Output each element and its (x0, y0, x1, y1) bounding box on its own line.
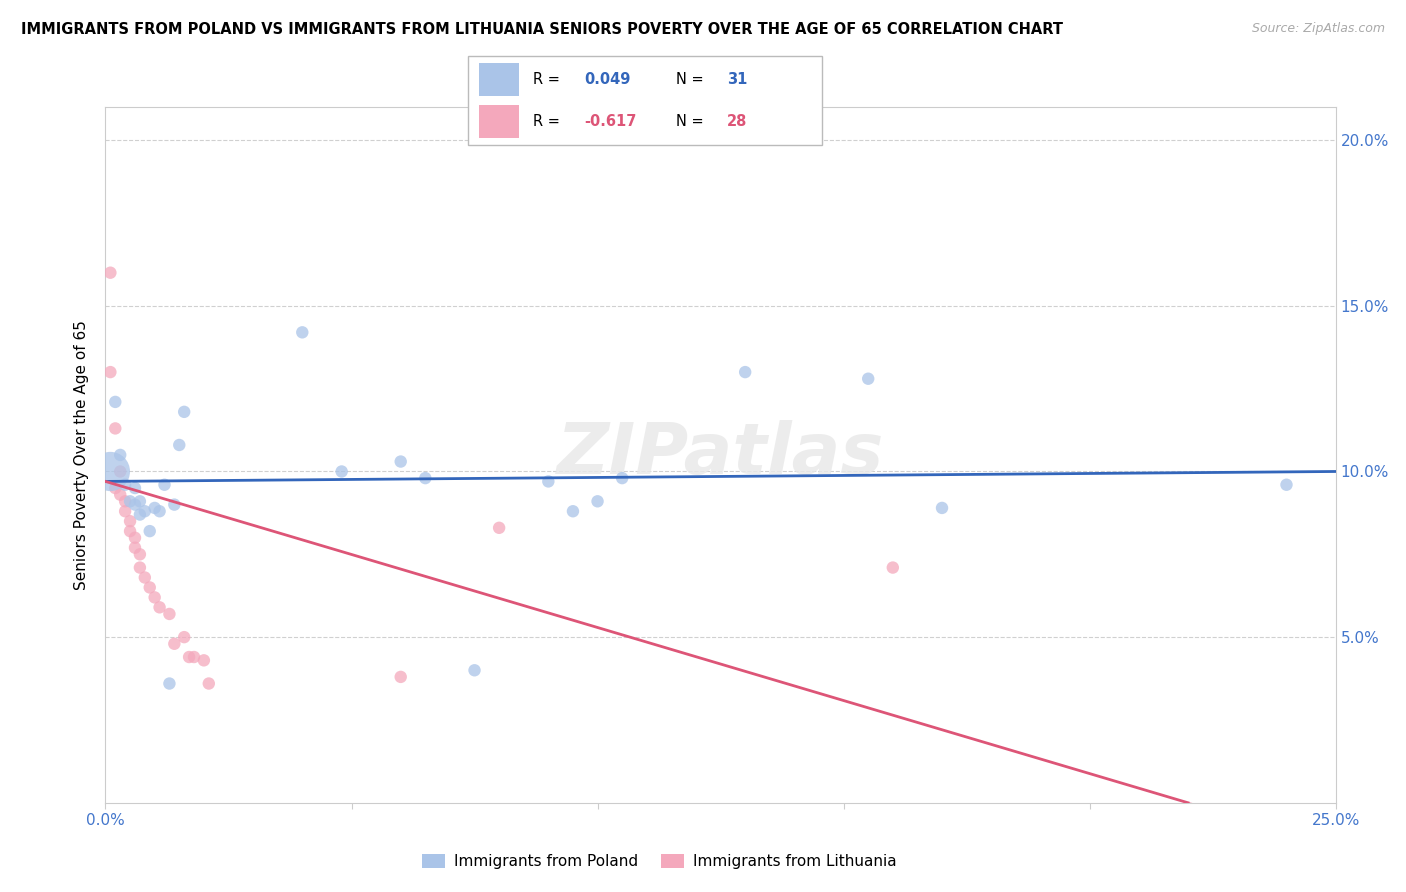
Point (104, 421, 127, 435)
Point (537, 475, 560, 489)
Text: R =: R = (533, 71, 565, 87)
Point (124, 498, 146, 512)
Point (173, 630, 195, 644)
Point (610, 471, 633, 485)
Point (488, 521, 510, 535)
Point (1275, 477, 1298, 491)
Point (134, 504, 156, 518)
Point (120, 494, 141, 508)
Point (389, 454, 412, 468)
Point (193, 653, 215, 667)
Point (179, 650, 201, 665)
Point (159, 676, 180, 690)
Point (149, 600, 172, 615)
Point (110, 488, 132, 502)
Point (120, 514, 141, 528)
Text: IMMIGRANTS FROM POLAND VS IMMIGRANTS FROM LITHUANIA SENIORS POVERTY OVER THE AGE: IMMIGRANTS FROM POLAND VS IMMIGRANTS FRO… (21, 22, 1063, 37)
Point (138, 581, 162, 595)
Point (149, 504, 172, 518)
Point (291, 326, 314, 340)
Point (330, 465, 353, 479)
Point (562, 504, 585, 518)
FancyBboxPatch shape (478, 63, 519, 95)
Point (104, 395, 127, 409)
Point (110, 448, 132, 462)
Point (114, 494, 136, 508)
Point (124, 541, 146, 555)
Point (159, 607, 180, 621)
FancyBboxPatch shape (478, 105, 519, 138)
Text: R =: R = (533, 114, 565, 129)
Point (124, 531, 146, 545)
Text: Source: ZipAtlas.com: Source: ZipAtlas.com (1251, 22, 1385, 36)
Text: -0.617: -0.617 (585, 114, 637, 129)
Point (114, 504, 136, 518)
Point (183, 650, 205, 665)
Point (98, 365, 122, 379)
Point (415, 471, 437, 485)
Point (143, 500, 166, 515)
Point (931, 500, 953, 515)
Point (110, 465, 132, 479)
Text: N =: N = (676, 71, 709, 87)
Point (129, 494, 152, 508)
Point (464, 663, 486, 677)
Text: N =: N = (676, 114, 709, 129)
Point (120, 524, 141, 538)
FancyBboxPatch shape (468, 56, 823, 145)
Point (114, 477, 136, 491)
Point (104, 481, 127, 495)
Point (124, 481, 146, 495)
Text: ZIPatlas: ZIPatlas (557, 420, 884, 490)
Point (882, 560, 904, 574)
Point (143, 591, 166, 605)
Point (163, 498, 186, 512)
Y-axis label: Seniors Poverty Over the Age of 65: Seniors Poverty Over the Age of 65 (75, 320, 90, 590)
Text: 0.049: 0.049 (585, 71, 631, 87)
Point (858, 372, 880, 386)
Point (163, 637, 186, 651)
Point (169, 438, 191, 452)
Point (389, 670, 412, 684)
Point (586, 494, 609, 508)
Text: 28: 28 (727, 114, 748, 129)
Point (129, 508, 152, 522)
Point (98, 266, 122, 280)
Point (98, 465, 122, 479)
Point (129, 547, 152, 561)
Point (734, 365, 756, 379)
Point (153, 477, 176, 491)
Point (134, 570, 156, 584)
Point (173, 405, 195, 419)
Point (138, 524, 162, 538)
Point (197, 676, 221, 690)
Point (129, 560, 152, 574)
Text: 31: 31 (727, 71, 748, 87)
Legend: Immigrants from Poland, Immigrants from Lithuania: Immigrants from Poland, Immigrants from … (416, 848, 903, 875)
